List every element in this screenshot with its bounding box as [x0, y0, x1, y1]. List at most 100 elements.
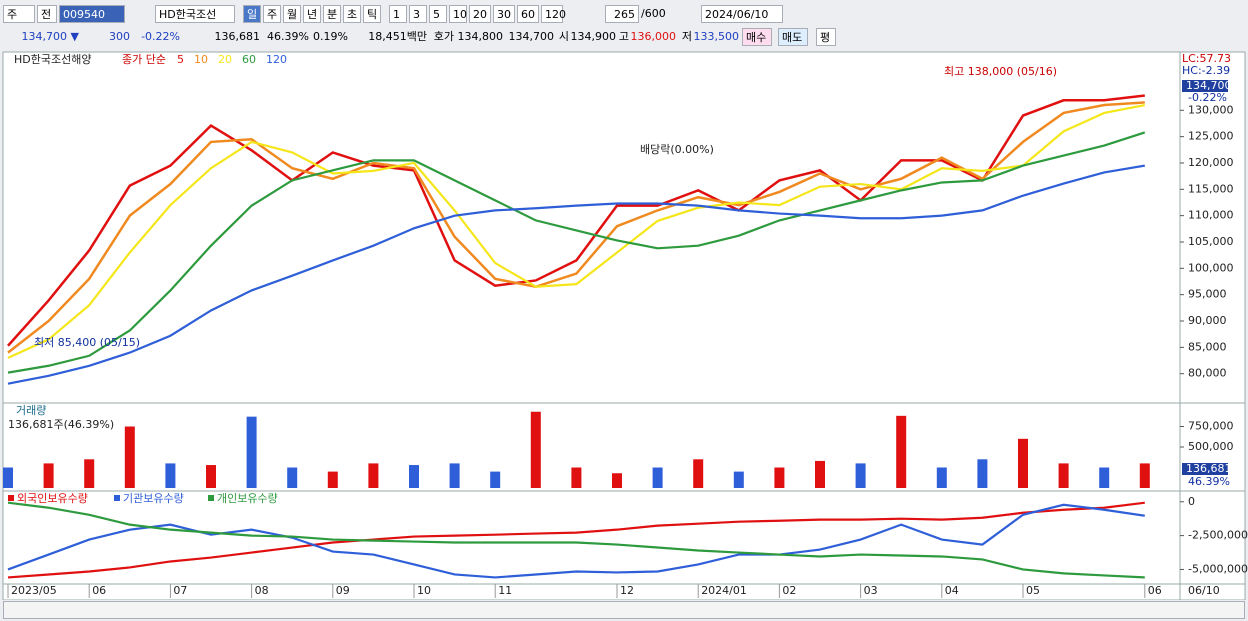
legend-swatch: [208, 495, 214, 501]
bar: [652, 467, 663, 488]
toolbar-button[interactable]: 120: [541, 5, 566, 23]
toolbar-button[interactable]: 년: [303, 5, 321, 23]
y-tick-label: 110,000: [1188, 209, 1234, 222]
x-tick-label: 04: [945, 584, 959, 597]
quote-text: 300: [109, 30, 130, 43]
y-tick-label: 100,000: [1188, 261, 1234, 274]
quote-button[interactable]: 매수: [742, 28, 772, 46]
quote-text: 134,800: [457, 30, 504, 43]
legend-item: 기관보유수량: [123, 492, 184, 505]
legend-item: 10: [194, 53, 208, 66]
quote-text: -0.22%: [141, 30, 180, 43]
quote-text: 호가: [433, 30, 454, 43]
y-tick-label: 105,000: [1188, 235, 1234, 248]
toolbar-button[interactable]: 1: [389, 5, 407, 23]
quote-text: 고: [618, 30, 629, 43]
scrollbar[interactable]: [3, 601, 1245, 619]
ratio-tag: 46.39%: [1188, 475, 1230, 488]
bar: [43, 463, 54, 488]
line: [7, 164, 1145, 385]
chart-title: 거래량: [16, 404, 46, 417]
line: [7, 94, 1145, 347]
x-tick-label: 11: [498, 584, 512, 597]
bar: [896, 415, 907, 488]
bar: [1018, 438, 1028, 488]
legend-item: 60: [242, 53, 256, 66]
change-tag: -0.22%: [1188, 91, 1227, 104]
toolbar-button[interactable]: 60: [517, 5, 539, 23]
cursor-date: 06/10: [1188, 584, 1220, 597]
bar: [733, 471, 744, 488]
quote-button[interactable]: 평: [816, 28, 836, 46]
legend-item: 20: [218, 53, 232, 66]
y-tick-label: 95,000: [1188, 288, 1227, 301]
x-tick-label: 03: [864, 584, 878, 597]
toolbar-button[interactable]: 주: [3, 5, 35, 23]
y-tick-label: 120,000: [1188, 156, 1234, 169]
x-tick-label: 2024/01: [701, 584, 747, 597]
toolbar-button[interactable]: 265: [605, 5, 639, 23]
price-tag-bg: [1182, 463, 1228, 475]
legend-swatch: [8, 495, 14, 501]
line: [7, 103, 1146, 359]
toolbar-button[interactable]: 전: [37, 5, 57, 23]
lc-label: LC:57.73: [1182, 52, 1231, 65]
quote-text: 136,681: [214, 30, 261, 43]
quote-button[interactable]: 매도: [778, 28, 808, 46]
bar: [936, 467, 947, 488]
legend-swatch: [114, 495, 120, 501]
bar: [855, 463, 866, 488]
bar: [815, 460, 825, 488]
y-tick-label: 130,000: [1188, 103, 1234, 116]
x-tick-label: 10: [417, 584, 431, 597]
bar: [287, 467, 298, 488]
volume-label: 136,681주(46.39%): [8, 418, 114, 431]
toolbar-button[interactable]: 30: [493, 5, 515, 23]
bar: [571, 467, 582, 488]
bar: [612, 473, 622, 488]
toolbar-button[interactable]: 초: [343, 5, 361, 23]
quote-text: 134,900: [570, 30, 617, 43]
x-tick-label: 09: [336, 584, 350, 597]
toolbar-button[interactable]: 주: [263, 5, 281, 23]
toolbar-button[interactable]: 2024/06/10: [701, 5, 783, 23]
x-tick-label: 08: [255, 584, 269, 597]
bar: [774, 467, 785, 488]
y-tick-label: 85,000: [1188, 340, 1227, 353]
y-tick-label: -5,000,000: [1188, 562, 1248, 575]
bar: [530, 411, 541, 488]
quote-text: 46.39%: [267, 30, 309, 43]
toolbar-button[interactable]: 20: [469, 5, 491, 23]
x-tick-label: 2023/05: [11, 584, 57, 597]
toolbar-button[interactable]: 10: [449, 5, 467, 23]
line: [7, 501, 1145, 579]
toolbar-button[interactable]: 5: [429, 5, 447, 23]
y-tick-label: 90,000: [1188, 314, 1227, 327]
toolbar-button[interactable]: 분: [323, 5, 341, 23]
bar: [1058, 463, 1069, 488]
legend-title: 종가 단순: [122, 53, 166, 66]
y-tick-label: 80,000: [1188, 367, 1227, 380]
toolbar-button[interactable]: 일: [243, 5, 261, 23]
legend-item: 개인보유수량: [217, 492, 278, 505]
quote-text: 133,500: [693, 30, 740, 43]
x-tick-label: 07: [173, 584, 187, 597]
quote-text: 0.19%: [313, 30, 348, 43]
bar: [1139, 463, 1150, 488]
toolbar-button[interactable]: 009540: [59, 5, 125, 23]
bar: [84, 459, 95, 488]
quote-text: 시: [558, 30, 569, 43]
line: [7, 131, 1146, 374]
chart: 80,000 85,000 90,000 95,000 100,000 105,000 11…: [2, 51, 1248, 600]
price-tag-bg: [1182, 80, 1228, 92]
toolbar-button[interactable]: 3: [409, 5, 427, 23]
bar: [206, 465, 216, 488]
bar: [977, 459, 988, 488]
toolbar-button[interactable]: 월: [283, 5, 301, 23]
toolbar-button[interactable]: 틱: [363, 5, 381, 23]
toolbar-text: /600: [641, 7, 666, 20]
bar: [246, 416, 257, 488]
line: [7, 101, 1145, 354]
toolbar-button[interactable]: HD한국조선: [155, 5, 235, 23]
y-tick-label: -2,500,000: [1188, 529, 1248, 542]
